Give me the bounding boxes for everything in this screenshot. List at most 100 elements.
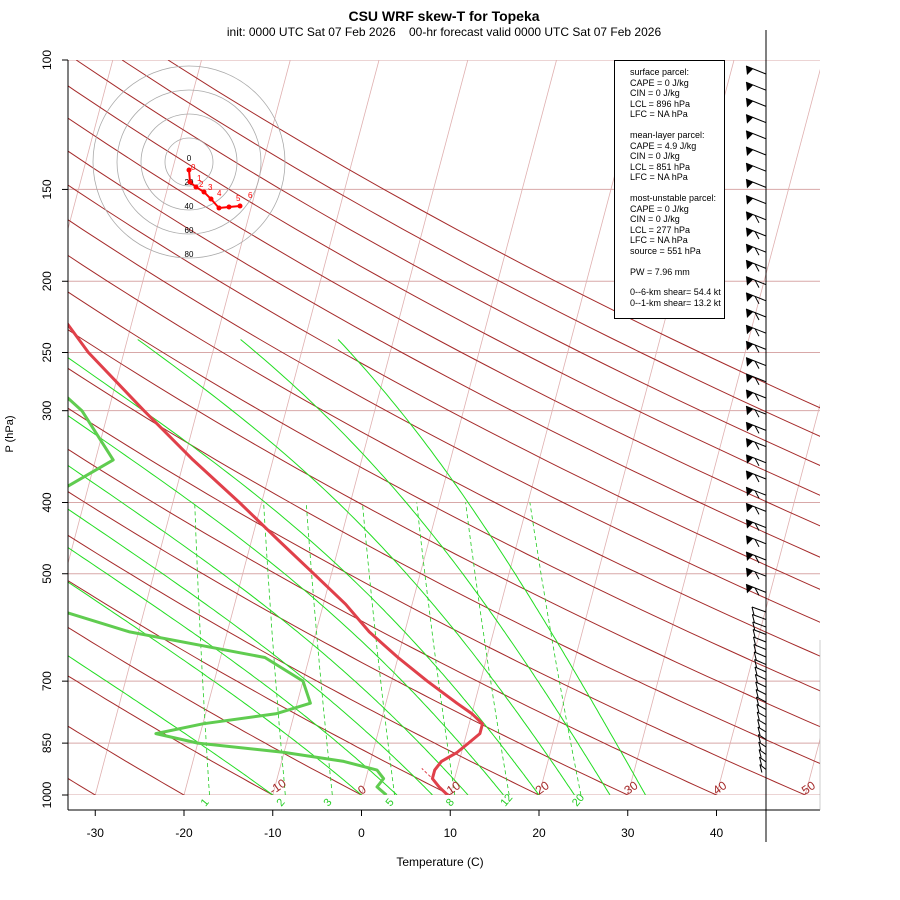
moist-adiabat bbox=[68, 655, 274, 795]
isotherm-line bbox=[94, 60, 291, 795]
dry-adiabat bbox=[68, 580, 452, 795]
wind-barb bbox=[756, 711, 767, 721]
dry-adiabat bbox=[68, 85, 820, 496]
isotherm-line bbox=[804, 737, 820, 795]
shear-block: 0--6-km shear= 54.4 kt 0--1-km shear= 13.… bbox=[630, 287, 724, 308]
wind-barb bbox=[745, 519, 767, 531]
hodograph-ring-label: 40 bbox=[185, 202, 194, 211]
wind-barb bbox=[757, 734, 767, 743]
wind-barb bbox=[745, 340, 767, 353]
dry-adiabat bbox=[68, 219, 820, 623]
info-line: source = 551 hPa bbox=[630, 245, 701, 256]
wind-barb bbox=[755, 689, 767, 698]
wind-barb bbox=[759, 764, 767, 773]
hodograph-point-label: 3 bbox=[208, 183, 213, 192]
hodograph-ring bbox=[92, 65, 286, 259]
isotherm-line bbox=[361, 60, 557, 795]
info-line: CIN = 0 J/kg bbox=[630, 151, 680, 162]
wind-barb bbox=[745, 130, 767, 140]
wind-barb bbox=[745, 502, 767, 515]
wind-barb bbox=[757, 726, 767, 736]
dry-adiabat bbox=[75, 60, 820, 467]
mixing-ratio-line bbox=[465, 502, 510, 795]
info-line: 0--6-km shear= 54.4 kt bbox=[630, 287, 721, 298]
wind-barb bbox=[752, 629, 767, 638]
info-line: LFC = NA hPa bbox=[630, 235, 688, 246]
isotherm-line bbox=[716, 403, 820, 795]
hodograph-ring-label: 80 bbox=[185, 250, 194, 259]
mixing-ratio-label: 5 bbox=[384, 797, 397, 809]
wind-barb bbox=[745, 324, 767, 337]
y-tick-label: 300 bbox=[40, 400, 54, 420]
wind-barb bbox=[752, 621, 767, 631]
init-time: init: 0000 UTC Sat 07 Feb 2026 bbox=[226, 25, 396, 39]
wind-barb bbox=[745, 211, 767, 224]
y-tick-label: 200 bbox=[40, 271, 54, 291]
mixing-ratio-label: 3 bbox=[321, 797, 334, 809]
mixing-ratio-line bbox=[362, 502, 395, 795]
hodograph-point bbox=[208, 196, 214, 202]
wind-barb bbox=[745, 114, 767, 124]
wind-barb bbox=[754, 659, 767, 668]
wind-barb bbox=[745, 438, 767, 450]
wind-barb bbox=[751, 606, 767, 616]
moist-adiabat bbox=[137, 339, 575, 795]
hodograph-point bbox=[193, 184, 199, 190]
moist-adiabat bbox=[68, 464, 469, 795]
dry-adiabat bbox=[121, 60, 820, 437]
wind-barb bbox=[745, 357, 767, 369]
info-line: CAPE = 0 J/kg bbox=[630, 203, 689, 214]
mixing-ratio-line bbox=[416, 502, 456, 795]
info-line: surface parcel: bbox=[630, 67, 690, 77]
dry-adiabat bbox=[68, 407, 807, 795]
wind-barb bbox=[745, 162, 767, 173]
info-line: LCL = 851 hPa bbox=[630, 161, 690, 172]
chart-subtitle: init: 0000 UTC Sat 07 Feb 2026 00-hr for… bbox=[0, 25, 888, 39]
wind-barb bbox=[745, 97, 767, 108]
most-unstable-parcel-block: most-unstable parcel: CAPE = 0 J/kg CIN = … bbox=[630, 193, 724, 257]
x-tick-label: -20 bbox=[175, 826, 193, 840]
info-line: LCL = 896 hPa bbox=[630, 98, 690, 109]
moist-adiabat bbox=[68, 546, 398, 795]
parcel-trace bbox=[421, 768, 448, 795]
hodograph-point bbox=[237, 203, 243, 209]
hodograph-point bbox=[187, 179, 193, 185]
y-tick-label: 400 bbox=[40, 492, 54, 512]
hodograph-point-label: 6 bbox=[248, 191, 253, 200]
dry-adiabat bbox=[68, 367, 820, 765]
chart-title: CSU WRF skew-T for Topeka bbox=[348, 8, 540, 24]
wind-barb bbox=[754, 674, 767, 683]
info-line: LCL = 277 hPa bbox=[630, 224, 690, 235]
hodograph-ring-label: 0 bbox=[187, 154, 192, 163]
info-line: CAPE = 4.9 J/kg bbox=[630, 140, 697, 151]
dry-adiabat bbox=[68, 150, 820, 558]
wind-barb bbox=[745, 308, 767, 321]
wind-barb bbox=[745, 81, 767, 92]
parcel-info-box: surface parcel: CAPE = 0 J/kg CIN = 0 J/kg… bbox=[614, 60, 725, 319]
wind-barb bbox=[745, 195, 767, 205]
hodograph-ring bbox=[116, 89, 262, 235]
x-tick-label: -10 bbox=[264, 826, 282, 840]
isotherm-line bbox=[68, 60, 202, 565]
dry-adiabat bbox=[68, 254, 820, 657]
wind-barb bbox=[745, 373, 767, 386]
precipitable-water: PW = 7.96 mm bbox=[630, 266, 690, 277]
wind-barb bbox=[753, 636, 767, 646]
hodograph-ring bbox=[140, 113, 238, 211]
x-tick-label: 0 bbox=[358, 826, 365, 840]
wind-barb bbox=[745, 486, 767, 499]
wind-barb bbox=[745, 535, 767, 548]
mixing-ratio-label: 2 bbox=[274, 797, 287, 809]
wind-barb bbox=[745, 227, 767, 240]
hodograph-point bbox=[216, 205, 222, 211]
temperature-profile bbox=[68, 322, 484, 795]
y-tick-label: 850 bbox=[40, 733, 54, 753]
info-line: LFC = NA hPa bbox=[630, 109, 688, 120]
mixing-ratio-line bbox=[194, 502, 210, 795]
mixing-ratio-label: 20 bbox=[570, 792, 587, 809]
wind-barb bbox=[745, 470, 767, 483]
y-tick-label: 150 bbox=[40, 179, 54, 199]
info-line: CAPE = 0 J/kg bbox=[630, 77, 689, 88]
dry-adiabat bbox=[68, 117, 820, 527]
